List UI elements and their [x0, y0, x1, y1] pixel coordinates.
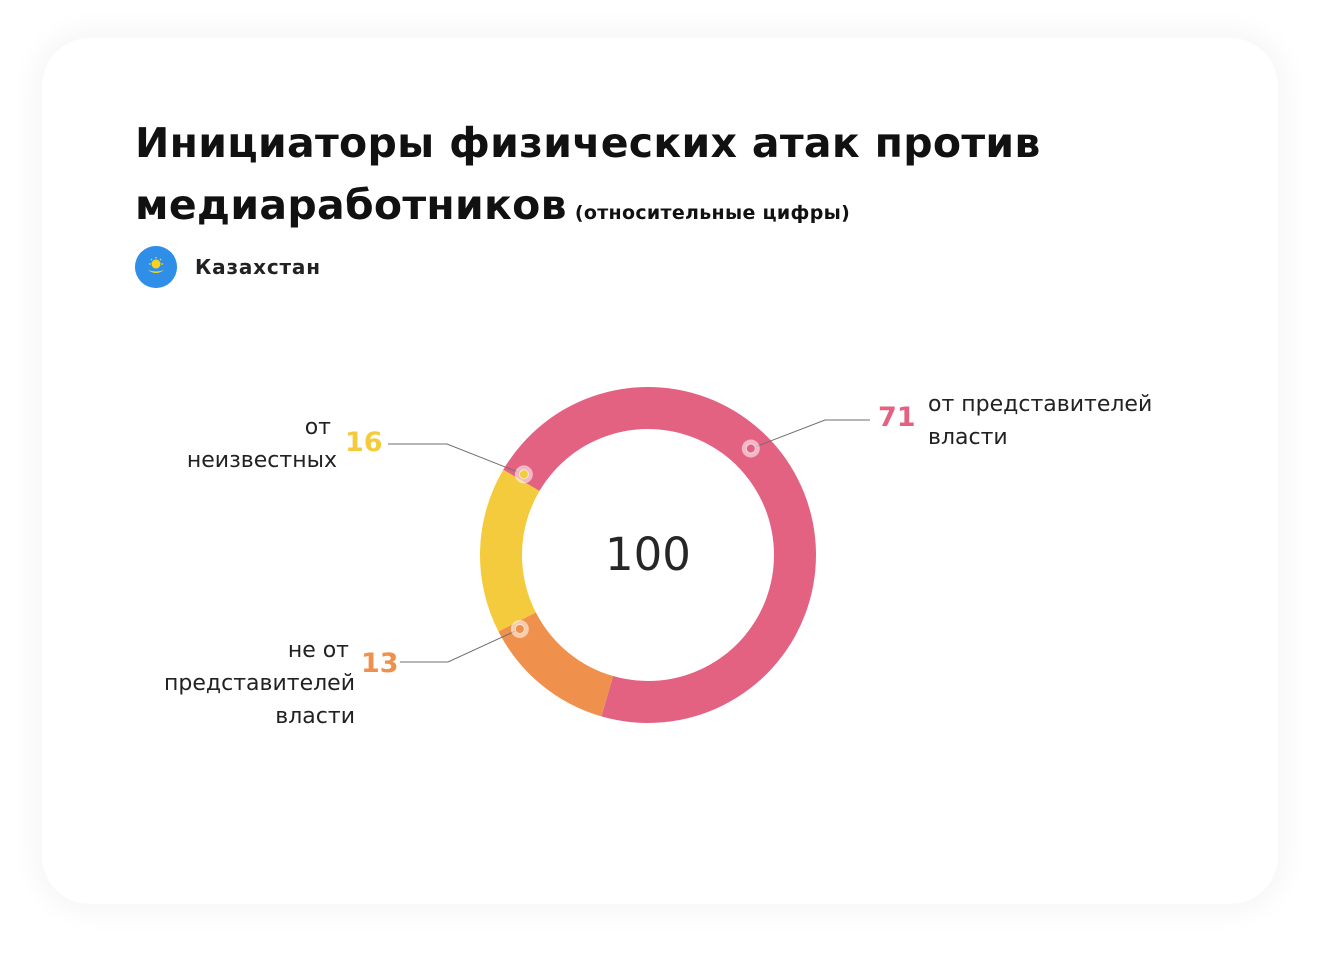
- slice-label-non-authorities: не от представителей власти: [164, 634, 355, 733]
- slice-label-unknown: от неизвестных: [187, 411, 337, 477]
- donut-slices: [480, 387, 816, 723]
- slice-label-non-authorities-line2: представителей: [164, 671, 355, 696]
- country-badge: Казахстан: [135, 246, 321, 288]
- slice-label-non-authorities-line3: власти: [275, 704, 355, 729]
- kazakhstan-flag-icon: [135, 246, 177, 288]
- chart-title-text: Инициаторы физических атак против медиар…: [135, 119, 1041, 229]
- leader-line-non-authorities: [400, 628, 521, 663]
- chart-subtitle: (относительные цифры): [574, 202, 851, 224]
- value-label-non-authorities: 13: [361, 648, 399, 679]
- leader-lines: [388, 419, 870, 663]
- chart-title: Инициаторы физических атак против медиар…: [135, 112, 1215, 244]
- leader-line-non-authorities-dot: [514, 624, 525, 634]
- country-name: Казахстан: [195, 255, 321, 279]
- value-label-unknown: 16: [345, 427, 383, 458]
- leader-line-authorities-dot: [745, 443, 756, 454]
- slice-unknown: [480, 469, 540, 632]
- slice-label-unknown-line2: неизвестных: [186, 448, 337, 473]
- leader-line-unknown: [388, 443, 525, 475]
- slice-label-non-authorities-line1: не от: [287, 638, 349, 663]
- value-label-authorities: 71: [878, 402, 916, 433]
- slice-label-authorities-line1: от представителей: [928, 392, 1153, 417]
- slice-label-authorities-line2: власти: [928, 425, 1008, 450]
- slice-label-authorities: от представителей власти: [928, 388, 1152, 454]
- slice-label-unknown-line1: от: [304, 415, 331, 440]
- leader-line-authorities: [750, 419, 870, 450]
- donut-total-label: 100: [605, 528, 691, 581]
- leader-line-unknown-dot: [518, 469, 529, 480]
- chart-card: [42, 38, 1278, 904]
- slice-non-authorities: [498, 612, 614, 717]
